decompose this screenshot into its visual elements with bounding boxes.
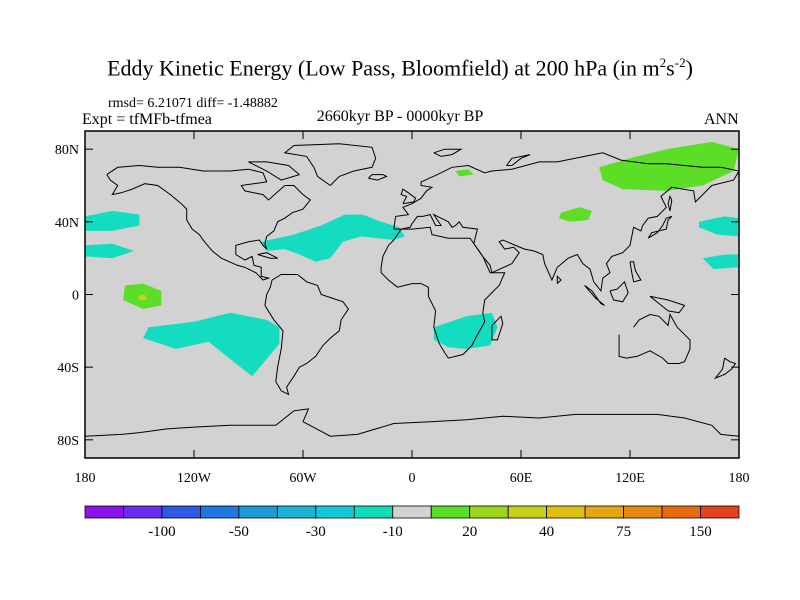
colorbar-box [238, 505, 278, 519]
region-west-pacific-subtropic [702, 254, 739, 270]
lat-tick-label: 40S [57, 361, 79, 376]
region-tropical-pacific-core [137, 294, 147, 300]
coast-sri-lanka [556, 275, 562, 284]
map-title: Eddy Kinetic Energy (Low Pass, Bloomfiel… [0, 55, 800, 81]
coast-britain [400, 188, 417, 205]
colorbar-label: -10 [383, 524, 403, 540]
title-superscript-minus-2: -2 [674, 55, 686, 70]
coast-baffin-island [248, 161, 300, 181]
experiment-label: Expt = tfMFb-tfmea [82, 111, 212, 128]
lon-tick-label: 60E [510, 471, 533, 486]
axis-ticks: 80N 40N 0 40S 80S 180 120W 60W 0 60E 120E 180 [55, 131, 750, 486]
coastlines [85, 143, 739, 437]
region-central-asia [559, 207, 592, 222]
coast-cuba [257, 252, 278, 259]
lat-tick-label: 80N [55, 143, 79, 158]
anomaly-field [85, 141, 739, 377]
colorbar-box [392, 505, 432, 519]
colorbar-box [507, 505, 548, 519]
coast-borneo [609, 280, 629, 303]
region-south-pacific [143, 312, 280, 377]
coast-south-america [264, 274, 350, 396]
coast-sumatra [584, 285, 605, 306]
title-unit-s: s [666, 55, 675, 81]
coast-greenland [283, 143, 377, 186]
title-close-paren: ) [685, 55, 693, 81]
lon-tick-label: 120W [177, 471, 212, 486]
coast-novaya-zemlya [506, 154, 531, 166]
coast-iceland [368, 174, 388, 181]
colorbar-label: 40 [539, 524, 554, 540]
colorbar-box [546, 505, 586, 519]
colorbar-label: 20 [462, 524, 477, 540]
coast-africa [380, 226, 506, 359]
colorbar-box [315, 505, 355, 519]
region-south-africa [433, 312, 498, 349]
colorbar-box [200, 505, 240, 519]
coast-philippines [629, 261, 642, 283]
colorbar-box [276, 505, 317, 519]
coast-new-guinea [649, 295, 686, 314]
colorbar-label: -100 [148, 524, 176, 540]
coast-north-america [106, 164, 312, 281]
colorbar-box [161, 505, 201, 519]
coast-sakhalin [667, 194, 673, 212]
coast-japan [647, 215, 673, 239]
region-siberia-north [599, 141, 739, 191]
colorbar-box [584, 505, 624, 519]
region-scandinavia-small [455, 169, 474, 177]
region-west-pacific-north [699, 216, 739, 237]
season-label: ANN [704, 111, 739, 128]
coast-new-zealand [713, 357, 737, 380]
colorbar-box [469, 505, 509, 519]
coast-madagascar [491, 315, 504, 341]
region-north-atlantic-band [261, 214, 405, 262]
title-superscript-2: 2 [659, 55, 667, 70]
region-subtropical-pacific-east [85, 243, 135, 259]
colorbar-label: 150 [689, 524, 712, 540]
title-text: Eddy Kinetic Energy (Low Pass, Bloomfiel… [107, 55, 660, 81]
coast-eurasia [393, 152, 739, 293]
coast-australia [618, 313, 691, 364]
colorbar-box [430, 505, 471, 519]
lon-tick-label: 60W [289, 471, 317, 486]
period-label: 2660kyr BP - 0000kyr BP [316, 108, 484, 125]
lat-tick-label: 0 [72, 289, 79, 304]
coast-svalbard [433, 148, 463, 157]
colorbar-box [700, 505, 740, 519]
colorbar-box [353, 505, 394, 519]
lon-tick-label: 120E [615, 471, 645, 486]
lat-tick-label: 40N [55, 216, 79, 231]
colorbar-label: 75 [616, 524, 631, 540]
lon-tick-label: 0 [409, 471, 416, 486]
colorbar-box [123, 505, 163, 519]
colorbar: -100 -50 -30 -10 20 40 75 150 [84, 505, 740, 540]
lon-tick-label: 180 [75, 471, 96, 486]
coast-antarctica [85, 408, 739, 437]
region-north-pacific-east [85, 210, 140, 231]
colorbar-label: -50 [229, 524, 249, 540]
colorbar-box [623, 505, 663, 519]
rmsd-diff-stats: rmsd= 6.21071 diff= -1.48882 [108, 96, 278, 111]
colorbar-box [84, 505, 124, 519]
lat-tick-label: 80S [57, 434, 79, 449]
colorbar-label: -30 [306, 524, 326, 540]
colorbar-box [661, 505, 701, 519]
lon-tick-label: 180 [729, 471, 750, 486]
